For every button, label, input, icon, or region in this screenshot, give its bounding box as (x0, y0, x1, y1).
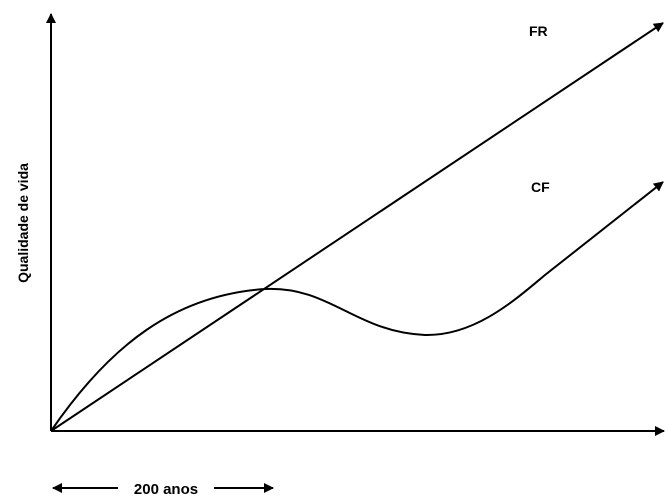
fr-label: FR (529, 23, 548, 39)
time-span-label: 200 anos (134, 481, 198, 498)
cf-curve (50, 181, 664, 432)
y-axis-label: Qualidade de vida (15, 163, 31, 283)
cf-label: CF (531, 179, 550, 195)
fr-line (50, 22, 664, 432)
